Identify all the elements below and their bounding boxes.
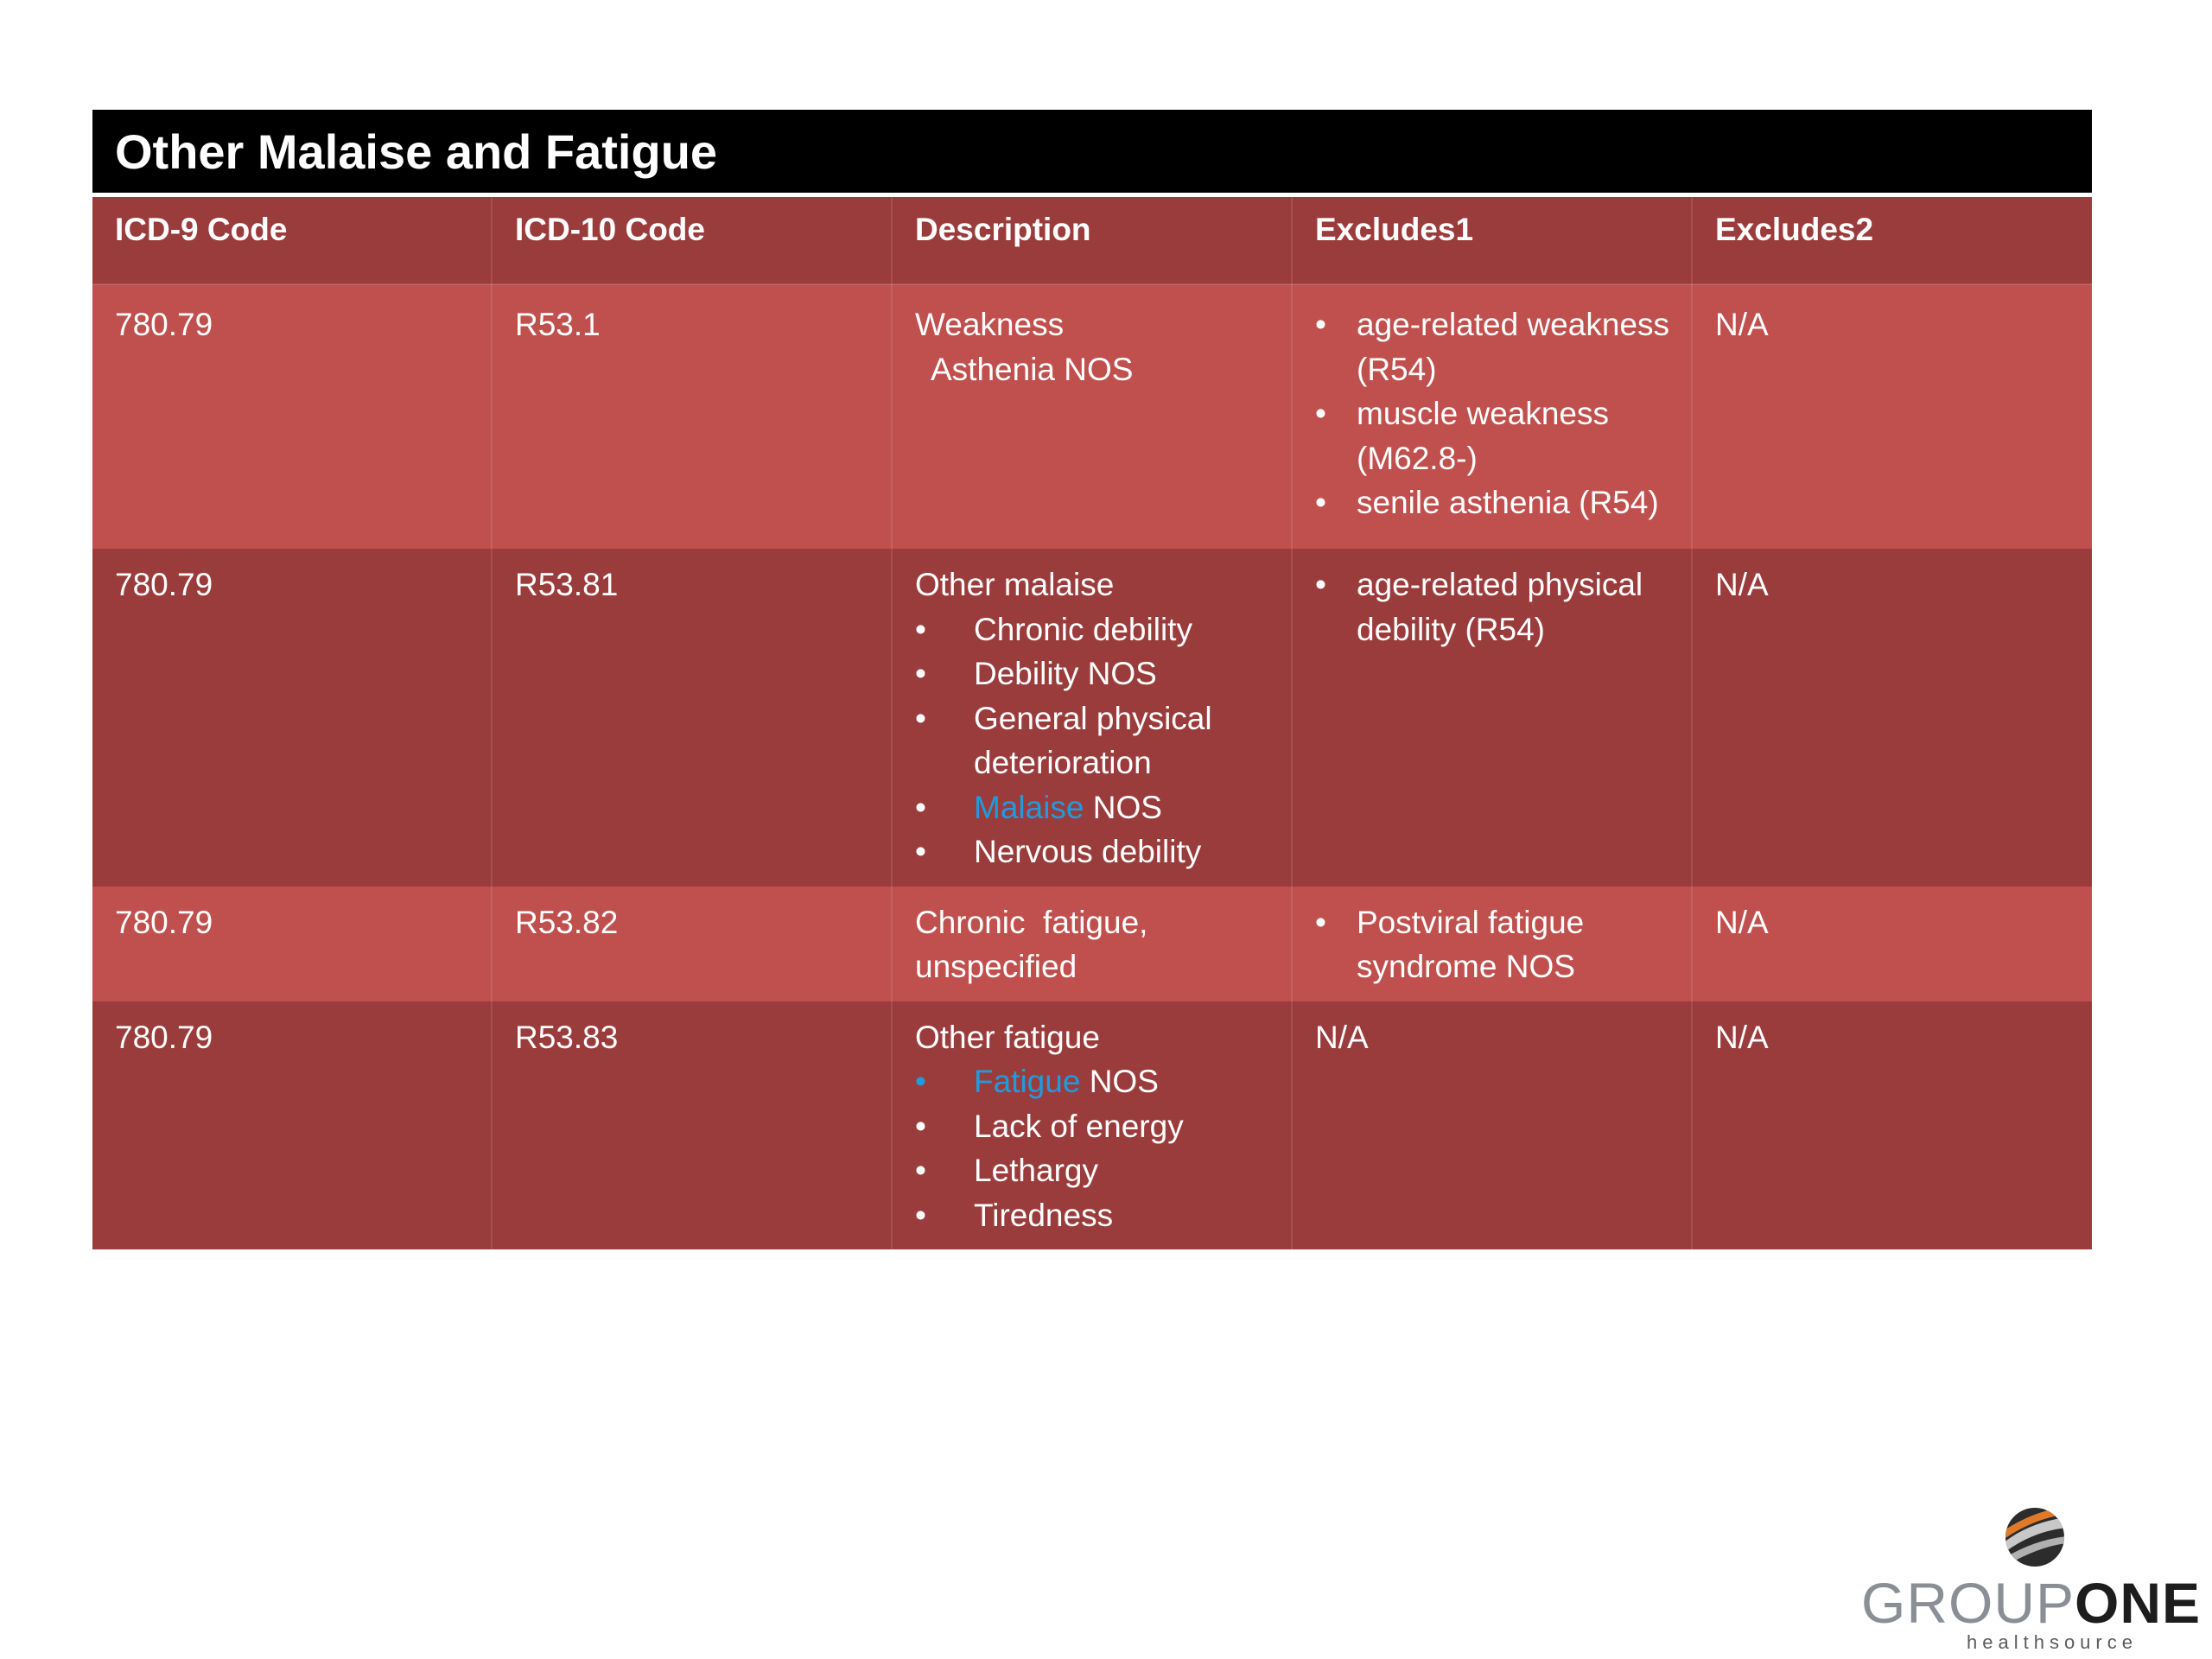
- list-item: • Malaise NOS: [915, 785, 1270, 830]
- table-row: 780.79 R53.83 Other fatigue • Fatigue NOS…: [92, 1001, 2092, 1249]
- bullet-icon: •: [1315, 396, 1326, 431]
- description-list: • Chronic debility • Debility NOS • General…: [915, 607, 1270, 874]
- cell-icd10: R53.82: [492, 886, 893, 1001]
- table-row: 780.79 R53.1 Weakness Asthenia NOS • age-…: [92, 284, 2092, 549]
- list-item: • Lack of energy: [915, 1104, 1270, 1149]
- description-list: • Fatigue NOS • Lack of energy • Lethargy •…: [915, 1059, 1270, 1237]
- title-bar: Other Malaise and Fatigue: [92, 110, 2092, 197]
- column-header-icd9: ICD-9 Code: [92, 197, 493, 285]
- cell-excludes2: N/A: [1692, 1001, 2092, 1249]
- groupone-logo: GROUPONE healthsource: [1856, 1505, 2202, 1653]
- cell-excludes1: • age-related physical debility (R54): [1292, 549, 1693, 887]
- list-item: • muscle weakness (M62.8-): [1315, 391, 1670, 480]
- bullet-icon: •: [915, 789, 926, 825]
- description-main: Other malaise: [915, 567, 1115, 602]
- bullet-icon: •: [915, 656, 926, 691]
- description-main: Other fatigue: [915, 1019, 1100, 1055]
- column-header-description: Description: [892, 197, 1293, 285]
- cell-excludes1: N/A: [1292, 1001, 1693, 1249]
- logo-mark-icon: [2005, 1508, 2064, 1567]
- list-item: • Tiredness: [915, 1193, 1270, 1238]
- bullet-icon: •: [1315, 904, 1326, 940]
- page-title: Other Malaise and Fatigue: [115, 124, 718, 179]
- cell-excludes1: • Postviral fatigue syndrome NOS: [1292, 886, 1693, 1001]
- excludes1-list: • age-related physical debility (R54): [1315, 563, 1670, 652]
- bullet-icon: •: [915, 1197, 926, 1233]
- list-item: • senile asthenia (R54): [1315, 480, 1670, 525]
- list-item: • Nervous debility: [915, 830, 1270, 874]
- column-header-icd10: ICD-10 Code: [492, 197, 893, 285]
- list-item: • Postviral fatigue syndrome NOS: [1315, 900, 1670, 989]
- cell-icd9: 780.79: [92, 549, 493, 887]
- description-main: Weakness: [915, 307, 1065, 342]
- cell-icd9: 780.79: [92, 1001, 493, 1249]
- table-header-row: ICD-9 Code ICD-10 Code Description Exclu…: [92, 197, 2092, 285]
- description-main: Chronic fatigue, unspecified: [915, 904, 1157, 985]
- cell-excludes2: N/A: [1692, 284, 2092, 549]
- bullet-icon: •: [915, 611, 926, 647]
- bullet-icon: •: [1315, 485, 1326, 520]
- description-sub: Asthenia NOS: [931, 351, 1134, 387]
- bullet-icon: •: [915, 1064, 926, 1099]
- malaise-link[interactable]: Malaise: [974, 789, 1084, 825]
- cell-description: Other fatigue • Fatigue NOS • Lack of ener…: [892, 1001, 1293, 1249]
- icd-table-panel: Other Malaise and Fatigue ICD-9 Code ICD…: [92, 110, 2092, 1249]
- list-item: • age-related physical debility (R54): [1315, 563, 1670, 652]
- list-item: • Lethargy: [915, 1148, 1270, 1193]
- cell-description: Weakness Asthenia NOS: [892, 284, 1293, 549]
- bullet-icon: •: [1315, 567, 1326, 602]
- cell-excludes2: N/A: [1692, 886, 2092, 1001]
- bullet-icon: •: [1315, 307, 1326, 342]
- column-header-excludes1: Excludes1: [1292, 197, 1693, 285]
- cell-icd10: R53.81: [492, 549, 893, 887]
- cell-icd10: R53.1: [492, 284, 893, 549]
- table-row: 780.79 R53.81 Other malaise • Chronic deb…: [92, 549, 2092, 887]
- bullet-icon: •: [915, 700, 926, 736]
- list-item: • Chronic debility: [915, 607, 1270, 652]
- list-item: • Fatigue NOS: [915, 1059, 1270, 1104]
- table-row: 780.79 R53.82 Chronic fatigue, unspecifi…: [92, 886, 2092, 1001]
- cell-description: Other malaise • Chronic debility • Debilit…: [892, 549, 1293, 887]
- icd-code-table: ICD-9 Code ICD-10 Code Description Exclu…: [92, 197, 2092, 1249]
- bullet-icon: •: [915, 1153, 926, 1188]
- list-item: • age-related weakness (R54): [1315, 302, 1670, 391]
- column-header-excludes2: Excludes2: [1692, 197, 2092, 285]
- excludes1-list: • age-related weakness (R54) • muscle weak…: [1315, 302, 1670, 525]
- cell-icd9: 780.79: [92, 886, 493, 1001]
- fatigue-link[interactable]: Fatigue: [974, 1064, 1081, 1099]
- list-item: • General physical deterioration: [915, 696, 1270, 785]
- cell-icd9: 780.79: [92, 284, 493, 549]
- logo-wordmark: GROUPONE: [1861, 1571, 2202, 1635]
- bullet-icon: •: [915, 1108, 926, 1144]
- logo-subtitle: healthsource: [1967, 1631, 2138, 1653]
- cell-excludes2: N/A: [1692, 549, 2092, 887]
- cell-icd10: R53.83: [492, 1001, 893, 1249]
- bullet-icon: •: [915, 834, 926, 869]
- list-item: • Debility NOS: [915, 652, 1270, 696]
- cell-description: Chronic fatigue, unspecified: [892, 886, 1293, 1001]
- cell-excludes1: • age-related weakness (R54) • muscle weak…: [1292, 284, 1693, 549]
- excludes1-list: • Postviral fatigue syndrome NOS: [1315, 900, 1670, 989]
